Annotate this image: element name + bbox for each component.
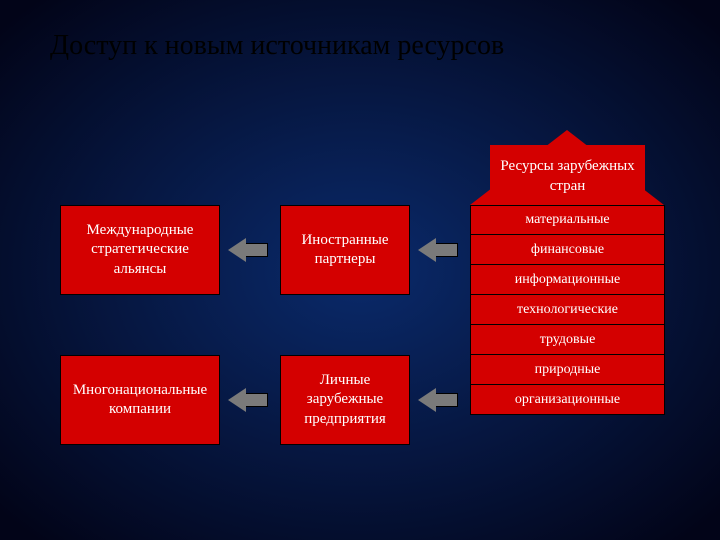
- arrow-head-icon: [418, 388, 436, 412]
- arrow-mid-top: [418, 238, 458, 262]
- resource-list: материальныефинансовыеинформационныетехн…: [470, 205, 665, 415]
- arrow-head-icon: [228, 388, 246, 412]
- resource-row: организационные: [470, 385, 665, 415]
- box-left-top-text: Международные стратегические альянсы: [65, 221, 215, 280]
- resource-row: материальные: [470, 205, 665, 235]
- arrow-head-icon: [418, 238, 436, 262]
- resource-row: информационные: [470, 265, 665, 295]
- roof-label-text: Ресурсы зарубежных стран: [494, 157, 641, 196]
- resource-row: природные: [470, 355, 665, 385]
- slide-title: Доступ к новым источникам ресурсов: [50, 30, 670, 62]
- resource-row: технологические: [470, 295, 665, 325]
- box-left-top: Международные стратегические альянсы: [60, 205, 220, 295]
- arrow-body: [436, 243, 458, 257]
- resource-row: трудовые: [470, 325, 665, 355]
- box-left-bottom-text: Многонациональные компании: [65, 381, 215, 420]
- box-mid-top: Иностранные партнеры: [280, 205, 410, 295]
- box-mid-bottom-text: Личные зарубежные предприятия: [285, 371, 405, 430]
- arrow-head-icon: [228, 238, 246, 262]
- box-left-bottom: Многонациональные компании: [60, 355, 220, 445]
- resource-row: финансовые: [470, 235, 665, 265]
- slide: Доступ к новым источникам ресурсов Ресур…: [0, 0, 720, 540]
- box-mid-top-text: Иностранные партнеры: [285, 231, 405, 270]
- arrow-left-bottom: [228, 388, 268, 412]
- arrow-body: [246, 243, 268, 257]
- arrow-body: [246, 393, 268, 407]
- arrow-body: [436, 393, 458, 407]
- arrow-left-top: [228, 238, 268, 262]
- box-mid-bottom: Личные зарубежные предприятия: [280, 355, 410, 445]
- arrow-mid-bottom: [418, 388, 458, 412]
- roof-label-box: Ресурсы зарубежных стран: [490, 145, 645, 208]
